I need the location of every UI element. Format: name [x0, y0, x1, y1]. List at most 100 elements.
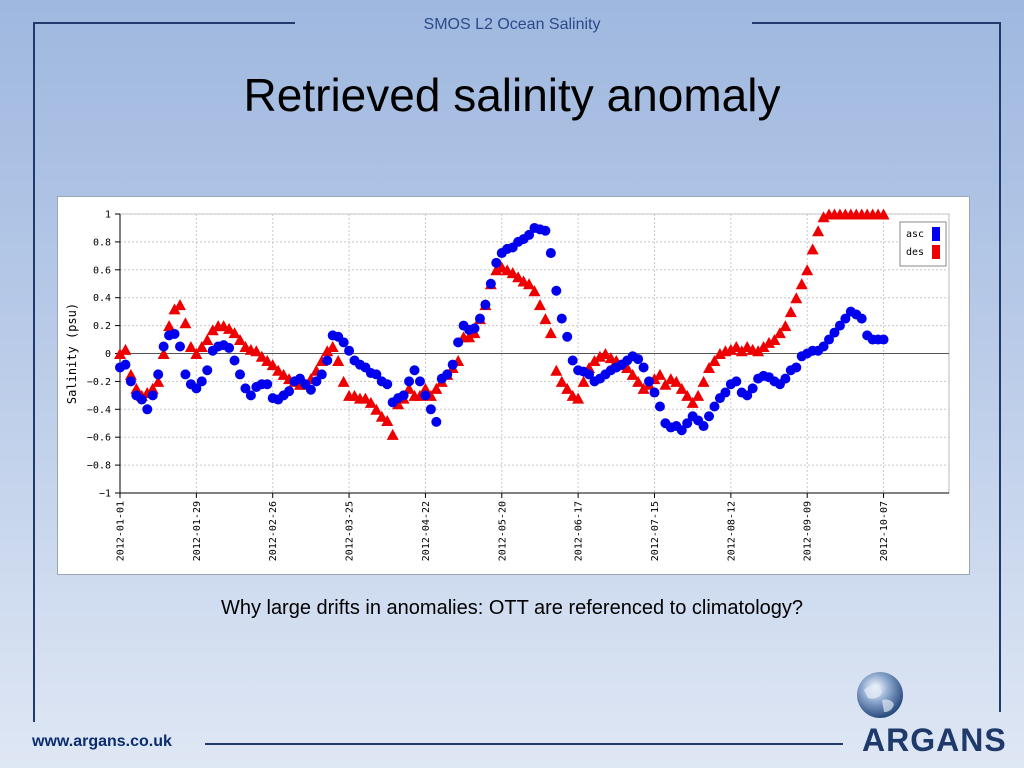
asc-point [469, 323, 480, 334]
x-tick-label: 2012-07-15 [650, 501, 661, 561]
des-point [763, 336, 776, 348]
asc-point [780, 373, 791, 384]
des-point [261, 354, 274, 366]
des-point [124, 368, 137, 380]
legend-label-asc: asc [906, 229, 924, 240]
des-point [599, 348, 612, 359]
des-point [544, 327, 557, 339]
argans-logo: ARGANS [856, 670, 1016, 760]
asc-point [453, 337, 464, 348]
frame-right-line [999, 22, 1001, 712]
asc-point [153, 369, 164, 380]
asc-point [344, 345, 355, 356]
des-point [768, 334, 781, 346]
des-point [266, 359, 279, 371]
des-point [146, 382, 159, 394]
des-point [359, 392, 372, 404]
asc-point [567, 355, 578, 366]
asc-point [398, 390, 409, 401]
asc-point [414, 376, 425, 387]
des-point [653, 368, 666, 380]
des-point [506, 267, 519, 279]
des-point [201, 334, 214, 346]
y-tick-label: 0.4 [93, 293, 111, 304]
des-point [168, 303, 181, 315]
des-point [157, 348, 170, 359]
des-point [588, 354, 601, 366]
asc-point [180, 369, 191, 380]
des-point [779, 320, 792, 332]
asc-point [649, 387, 660, 398]
frame-bottom-line [205, 743, 843, 745]
des-point [713, 348, 726, 359]
asc-point [556, 313, 567, 324]
des-point [184, 341, 197, 353]
asc-point [262, 379, 273, 390]
des-point [375, 410, 388, 422]
des-point [233, 334, 246, 346]
asc-point [224, 342, 235, 353]
des-point [332, 354, 345, 366]
asc-point [234, 369, 245, 380]
frame-left-line [33, 22, 35, 722]
des-point [681, 389, 694, 401]
des-point [692, 389, 705, 401]
des-point [179, 317, 192, 329]
asc-point [633, 354, 644, 365]
x-tick-label: 2012-09-09 [803, 501, 814, 561]
asc-point [196, 376, 207, 387]
des-point [784, 306, 797, 318]
des-point [228, 327, 241, 339]
asc-point [202, 365, 213, 376]
asc-point [704, 411, 715, 422]
asc-point [169, 328, 180, 339]
des-point [632, 375, 645, 387]
asc-point [147, 390, 158, 401]
question-text: Why large drifts in anomalies: OTT are r… [220, 597, 804, 619]
des-point [790, 292, 803, 304]
salinity-chart: 1 0.8 0.6 0.4 0.2 0 −0.2 −0.4 −0.6 −0.8 −1 2012-01-… [65, 208, 950, 561]
des-point [337, 375, 350, 387]
des-point [773, 327, 786, 339]
footer-url-link[interactable]: www.argans.co.uk [32, 733, 172, 750]
asc-point [524, 229, 535, 240]
x-tick-label: 2012-02-26 [268, 501, 279, 561]
des-point [572, 392, 585, 404]
des-point [321, 345, 334, 357]
des-point [795, 278, 808, 290]
y-tick-label: 0.2 [93, 321, 111, 332]
asc-point [316, 369, 327, 380]
asc-point [409, 365, 420, 376]
asc-point [174, 341, 185, 352]
asc-point [742, 390, 753, 401]
asc-point [284, 386, 295, 397]
des-point [724, 343, 737, 355]
asc-point [382, 379, 393, 390]
des-point [163, 320, 176, 332]
des-point [381, 414, 394, 426]
asc-point [431, 416, 442, 427]
des-point [703, 361, 716, 373]
header-label: SMOS L2 Ocean Salinity [423, 16, 601, 33]
asc-point [245, 390, 256, 401]
des-point [806, 243, 819, 255]
y-tick-label: −0.2 [87, 377, 111, 388]
asc-point [474, 313, 485, 324]
asc-point [136, 394, 147, 405]
des-point [877, 208, 890, 220]
des-point [223, 322, 236, 334]
asc-point [562, 331, 573, 342]
asc-point [338, 337, 349, 348]
asc-point [791, 362, 802, 373]
des-point [561, 382, 574, 394]
asc-point [731, 376, 742, 387]
asc-point [371, 369, 382, 380]
des-point [206, 324, 219, 336]
des-point [555, 375, 568, 387]
des-point [697, 375, 710, 387]
des-point [195, 341, 208, 353]
des-point [539, 313, 552, 325]
des-point [730, 341, 743, 353]
asc-point [676, 425, 687, 436]
des-point [621, 361, 634, 373]
